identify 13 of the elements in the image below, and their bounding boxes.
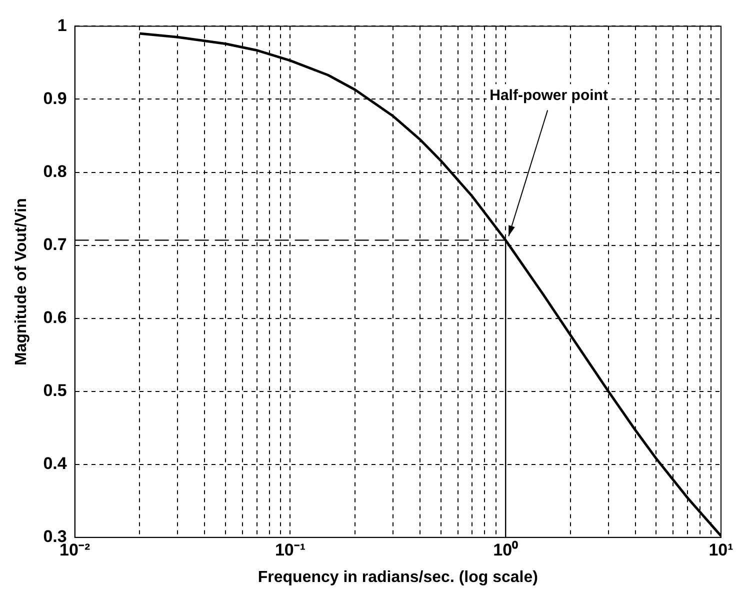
x-tick-label: 10¹ [708,540,734,560]
y-tick-label: 0.5 [43,381,67,400]
y-tick-label: 0.6 [43,308,67,327]
x-tick-label: 10⁰ [493,540,518,560]
y-axis-title: Magnitude of Vout/Vin [13,198,30,366]
x-tick-label: 10⁻¹ [274,540,306,560]
y-tick-label: 0.8 [43,162,67,181]
y-tick-label: 0.4 [43,454,68,474]
annotation: Half-power point [490,87,608,104]
y-tick-label: 0.9 [43,88,67,108]
y-tick-label: 1 [57,16,67,35]
x-axis-title: Frequency in radians/sec. (log scale) [258,568,538,586]
y-tick-label: 0.7 [43,234,67,254]
